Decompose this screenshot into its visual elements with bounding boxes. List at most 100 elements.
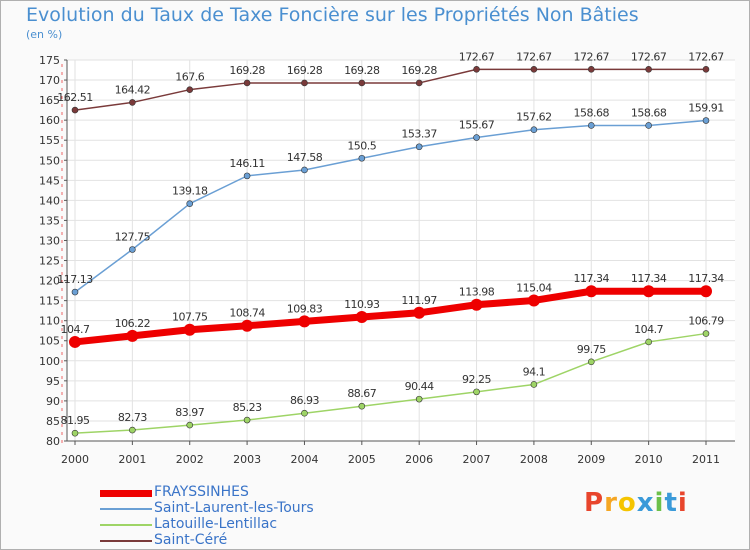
data-point bbox=[413, 306, 426, 319]
y-tick-label: 150 bbox=[39, 154, 60, 167]
x-tick-label: 2001 bbox=[118, 453, 146, 466]
proxiti-logo: Proxiti bbox=[584, 488, 688, 518]
data-point bbox=[702, 117, 710, 124]
legend-label: Saint-Céré bbox=[154, 532, 228, 548]
data-point bbox=[585, 285, 598, 298]
y-tick-label: 175 bbox=[39, 54, 60, 67]
x-tick-label: 2002 bbox=[176, 453, 204, 466]
data-point bbox=[702, 330, 710, 337]
data-labels-layer: 162.51 164.42 167.6 169.28 169.28 169.28 169.2… bbox=[57, 50, 724, 427]
data-label: 109.83 bbox=[287, 302, 323, 315]
data-label: 139.18 bbox=[172, 185, 208, 198]
data-label: 158.68 bbox=[574, 106, 610, 119]
data-point bbox=[298, 315, 311, 328]
data-point bbox=[530, 126, 538, 134]
logo-letter: t bbox=[664, 488, 678, 518]
data-point bbox=[301, 79, 308, 87]
data-point bbox=[702, 66, 710, 73]
x-tick-label: 2007 bbox=[463, 453, 491, 466]
data-point bbox=[301, 166, 308, 174]
series-line bbox=[74, 332, 707, 434]
logo-letter: o bbox=[617, 488, 637, 518]
data-label: 127.75 bbox=[115, 230, 151, 243]
data-label: 172.67 bbox=[516, 50, 552, 63]
data-point bbox=[243, 79, 251, 87]
data-point bbox=[642, 285, 655, 298]
data-point bbox=[243, 172, 251, 180]
data-point bbox=[129, 426, 136, 434]
data-label: 111.97 bbox=[401, 294, 437, 307]
legend-label: Latouille-Lentillac bbox=[154, 516, 278, 532]
data-point bbox=[358, 79, 366, 87]
x-tick-label: 2008 bbox=[520, 453, 548, 466]
legend-swatch bbox=[100, 508, 152, 510]
data-point bbox=[358, 154, 366, 162]
y-tick-label: 125 bbox=[39, 255, 60, 268]
data-point bbox=[645, 338, 652, 346]
data-point bbox=[129, 246, 136, 253]
x-tick-label: 2006 bbox=[405, 453, 433, 466]
chart-title: Evolution du Taux de Taxe Foncière sur l… bbox=[26, 4, 639, 26]
data-label: 117.13 bbox=[57, 273, 93, 286]
data-label: 99.75 bbox=[577, 343, 606, 356]
data-label: 82.73 bbox=[118, 411, 147, 424]
data-label: 172.67 bbox=[574, 50, 610, 63]
y-tick-label: 155 bbox=[39, 134, 60, 147]
y-tick-label: 115 bbox=[39, 295, 60, 308]
data-label: 86.93 bbox=[290, 394, 319, 407]
legend-swatch bbox=[100, 540, 152, 542]
legend-label: FRAYSSINHES bbox=[154, 484, 249, 500]
y-tick-label: 85 bbox=[46, 415, 60, 428]
data-point bbox=[69, 335, 81, 348]
data-point bbox=[71, 106, 79, 114]
data-point bbox=[301, 409, 308, 417]
data-label: 169.28 bbox=[229, 64, 265, 77]
legend-swatch bbox=[100, 524, 152, 526]
data-label: 113.98 bbox=[459, 286, 495, 299]
data-point bbox=[415, 395, 423, 403]
data-label: 94.1 bbox=[523, 365, 546, 378]
logo-letter: P bbox=[584, 488, 605, 518]
x-tick-label: 2010 bbox=[635, 453, 663, 466]
logo-letter: r bbox=[604, 488, 618, 518]
data-label: 106.22 bbox=[115, 317, 151, 330]
data-label: 85.23 bbox=[233, 401, 262, 414]
data-label: 167.6 bbox=[175, 71, 204, 84]
data-point bbox=[530, 66, 538, 73]
data-point bbox=[473, 134, 480, 141]
series-line bbox=[74, 119, 707, 293]
data-label: 90.44 bbox=[405, 380, 434, 393]
logo-letter: x bbox=[636, 488, 655, 518]
data-point bbox=[241, 319, 254, 332]
data-label: 158.68 bbox=[631, 106, 667, 119]
data-point bbox=[71, 288, 79, 296]
data-label: 88.67 bbox=[347, 387, 376, 400]
data-label: 106.79 bbox=[688, 315, 724, 328]
x-tick-label: 2004 bbox=[290, 453, 318, 466]
unit-label: (en %) bbox=[26, 28, 63, 41]
series-line bbox=[74, 68, 706, 111]
series-layer bbox=[74, 68, 707, 434]
data-label: 83.97 bbox=[175, 406, 204, 419]
data-point bbox=[186, 200, 194, 207]
y-tick-label: 140 bbox=[39, 194, 60, 207]
plot-area bbox=[67, 60, 735, 441]
y-tick-label: 120 bbox=[39, 275, 60, 288]
x-tick-label: 2009 bbox=[577, 453, 605, 466]
data-label: 169.28 bbox=[344, 64, 380, 77]
data-point bbox=[415, 79, 423, 87]
data-point bbox=[700, 285, 712, 298]
data-point bbox=[645, 66, 652, 73]
data-label: 169.28 bbox=[287, 64, 323, 77]
legend-swatch bbox=[100, 489, 152, 497]
logo-letter: i bbox=[677, 488, 688, 518]
data-label: 157.62 bbox=[516, 111, 552, 124]
data-label: 117.34 bbox=[631, 272, 667, 285]
data-label: 104.7 bbox=[61, 323, 90, 336]
x-tick-label: 2003 bbox=[233, 453, 261, 466]
data-point bbox=[415, 143, 423, 151]
data-label: 172.67 bbox=[631, 50, 667, 63]
y-tick-label: 95 bbox=[46, 375, 60, 388]
data-label: 110.93 bbox=[344, 298, 380, 311]
data-point bbox=[645, 122, 652, 129]
